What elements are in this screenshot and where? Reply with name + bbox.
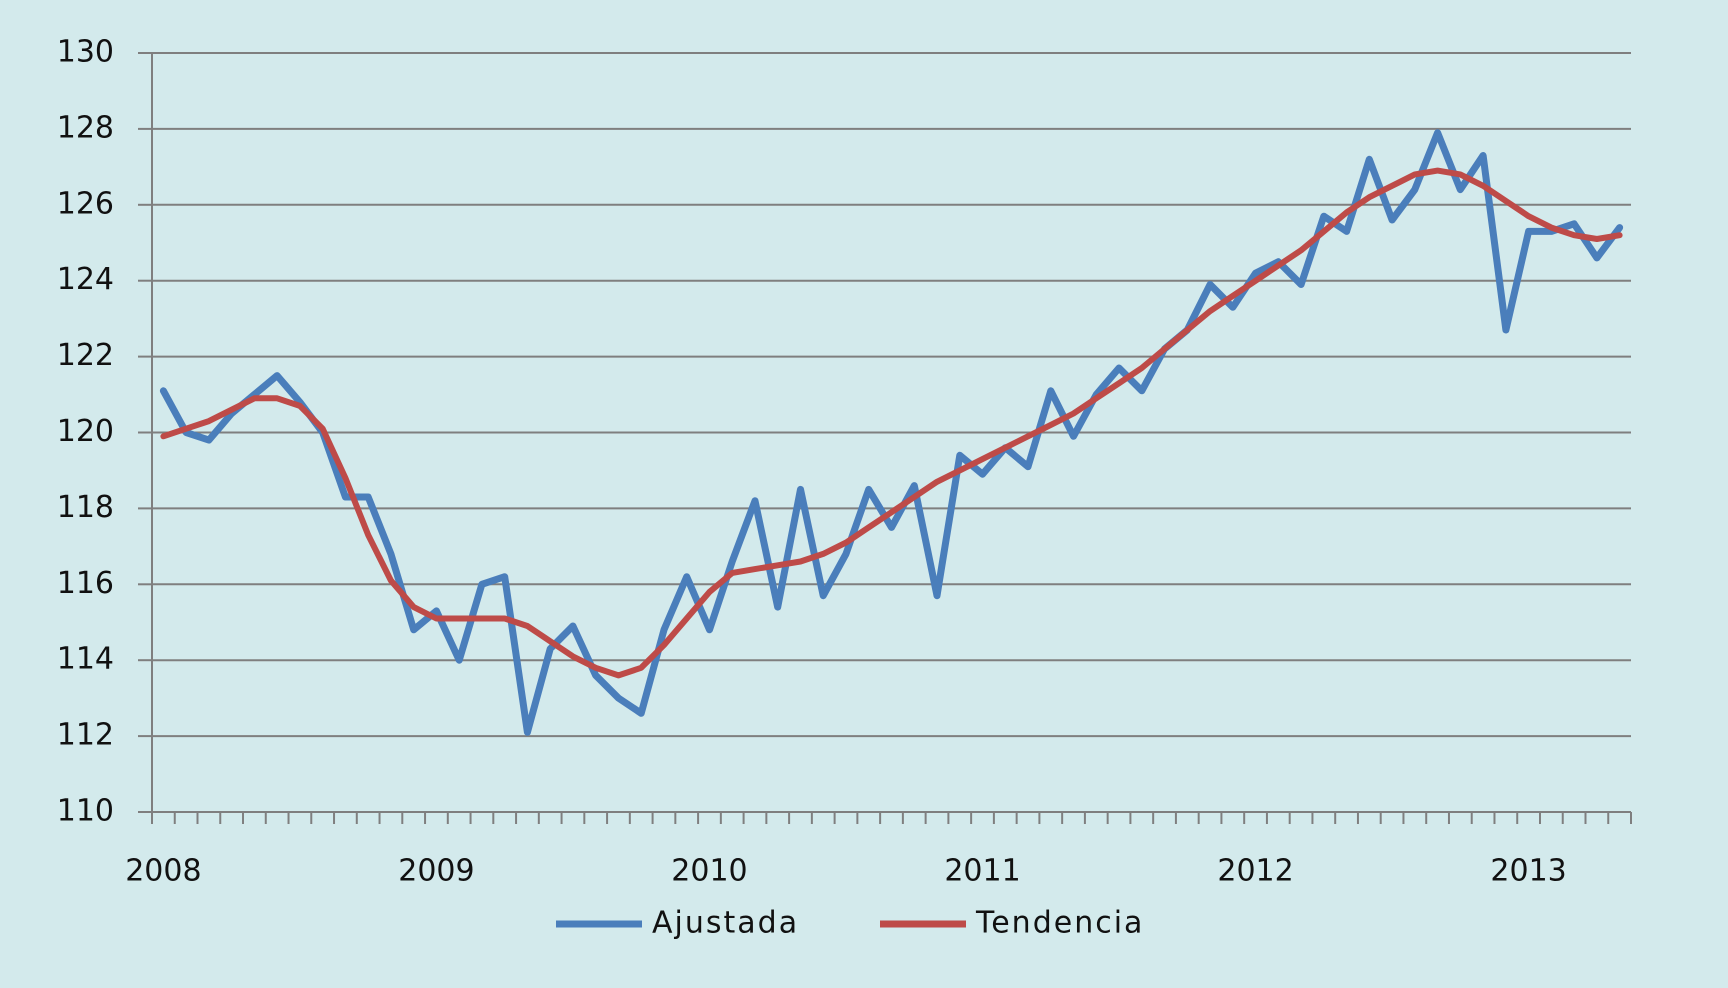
y-tick-label: 112 — [57, 718, 114, 753]
y-tick-label: 120 — [57, 414, 114, 449]
x-tick-label: 2010 — [671, 854, 747, 889]
series-line — [160, 167, 1623, 679]
y-tick-label: 126 — [57, 186, 114, 221]
x-tick-label: 2012 — [1217, 854, 1293, 889]
x-tick-label: 2013 — [1490, 854, 1566, 889]
legend-label: Ajustada — [652, 906, 799, 941]
x-tick-label: 2009 — [398, 854, 474, 889]
y-tick-label: 118 — [57, 490, 114, 525]
y-tick-label: 130 — [57, 35, 114, 70]
y-tick-label: 116 — [57, 566, 114, 601]
y-tick-label: 110 — [57, 794, 114, 829]
series-line — [159, 129, 1624, 736]
y-tick-label: 122 — [57, 338, 114, 373]
y-tick-label: 128 — [57, 110, 114, 145]
y-tick-label: 114 — [57, 642, 114, 677]
x-tick-label: 2008 — [125, 854, 201, 889]
legend-label: Tendencia — [975, 906, 1144, 941]
y-tick-label: 124 — [57, 262, 114, 297]
x-tick-label: 2011 — [944, 854, 1020, 889]
